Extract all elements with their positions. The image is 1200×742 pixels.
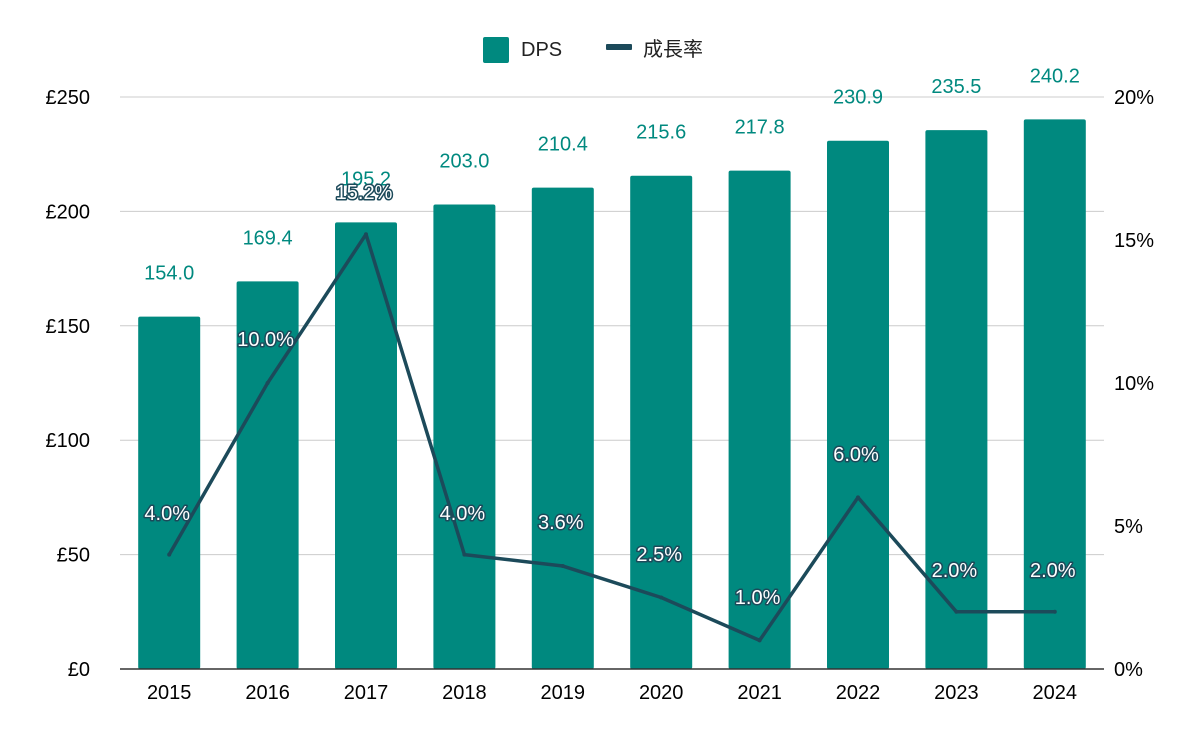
y-left-tick-label: £0 <box>68 659 90 681</box>
line-value-label: 10.0% <box>237 329 294 351</box>
y-left-tick-label: £100 <box>46 430 91 452</box>
bar-value-label: 210.4 <box>538 134 588 156</box>
bar-value-label: 230.9 <box>833 87 883 109</box>
bar-dps <box>531 187 594 669</box>
bar-dps <box>1023 119 1086 669</box>
line-value-label: 6.0% <box>833 444 879 466</box>
line-point <box>757 638 762 643</box>
line-value-label: 15.2% <box>336 182 393 204</box>
bar-dps <box>236 281 299 669</box>
legend-label-growth: 成長率 <box>643 38 703 61</box>
bar-dps <box>630 175 693 669</box>
bar-dps <box>138 316 201 669</box>
x-tick-label: 2019 <box>541 682 586 704</box>
x-tick-label: 2017 <box>344 682 389 704</box>
bar-value-label: 203.0 <box>439 151 489 173</box>
line-point <box>954 609 959 614</box>
bar-value-label: 195.2 <box>341 168 391 190</box>
y-left-tick-label: £200 <box>46 201 91 223</box>
bar-dps <box>335 222 397 670</box>
line-point <box>462 552 467 557</box>
line-point <box>364 232 368 237</box>
x-tick-label: 2016 <box>245 682 290 704</box>
bar-value-label: 240.2 <box>1030 65 1080 87</box>
x-tick-label: 2022 <box>836 682 881 704</box>
bar-value-label: 154.0 <box>144 263 194 285</box>
legend-swatch-dps <box>483 37 509 63</box>
x-tick-label: 2018 <box>442 682 487 704</box>
bar-dps <box>433 204 496 669</box>
x-tick-label: 2024 <box>1033 682 1078 704</box>
y-right-tick-label: 10% <box>1114 373 1154 395</box>
legend-swatch-growth <box>606 44 632 50</box>
x-tick-label: 2021 <box>737 682 782 704</box>
bar-value-label: 217.8 <box>735 117 785 139</box>
line-point <box>167 552 172 557</box>
x-tick-label: 2020 <box>639 682 684 704</box>
bar-dps <box>925 130 988 669</box>
y-right-tick-label: 0% <box>1114 659 1143 681</box>
line-point <box>659 595 664 600</box>
line-value-label: 1.0% <box>735 587 781 609</box>
bar-value-label: 215.6 <box>636 122 686 144</box>
bar-dps <box>728 170 791 670</box>
y-right-tick-label: 15% <box>1114 230 1154 252</box>
line-value-label: 3.6% <box>538 512 584 534</box>
line-growth-rate <box>167 232 1055 643</box>
y-left-tick-label: £250 <box>46 87 91 109</box>
y-left-tick-label: £50 <box>57 545 90 567</box>
bar-value-label: 169.4 <box>243 227 293 249</box>
bar-dps <box>827 140 889 669</box>
y-left-tick-label: £150 <box>46 316 91 338</box>
y-right-tick-label: 5% <box>1114 516 1143 538</box>
line-value-label: 2.0% <box>932 560 978 582</box>
line-point <box>856 495 860 500</box>
x-tick-label: 2015 <box>147 682 192 704</box>
line-point <box>1052 609 1057 614</box>
bar-value-label: 235.5 <box>931 76 981 98</box>
line-point <box>560 564 565 569</box>
line-point <box>265 381 270 385</box>
line-value-label: 2.5% <box>636 544 682 566</box>
line-value-label: 4.0% <box>440 503 486 525</box>
line-value-label: 4.0% <box>144 503 190 525</box>
legend-label-dps: DPS <box>521 39 562 61</box>
line-value-label: 2.0% <box>1030 560 1076 582</box>
x-tick-label: 2023 <box>934 682 979 704</box>
y-right-tick-label: 20% <box>1114 87 1154 109</box>
